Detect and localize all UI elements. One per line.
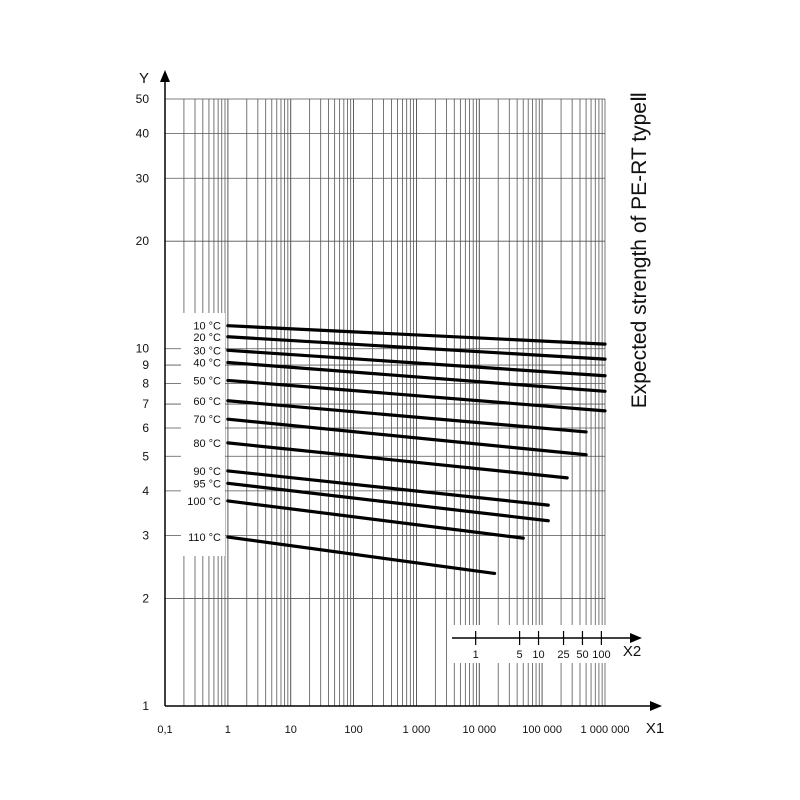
secondary-axis-tick-label: 100 — [592, 649, 610, 661]
series-line — [226, 360, 607, 393]
x-tick-labels: 0,1 1 10 100 1 000 10 000 100 000 1 000 000 — [157, 724, 629, 736]
chart-title: Expected strength of PE-RT typeⅡ — [628, 92, 651, 409]
y-tick-label: 5 — [142, 449, 149, 463]
series-label: 10 °C — [193, 321, 221, 333]
y-tick-label: 3 — [142, 529, 149, 543]
curve-label-box — [181, 313, 225, 556]
y-tick-label: 8 — [142, 376, 149, 390]
secondary-axis-arrow-icon — [630, 633, 642, 643]
y-tick-label: 9 — [142, 358, 149, 372]
x-tick-label: 10 000 — [462, 724, 496, 736]
y-tick-label: 50 — [136, 92, 150, 106]
x-axis-arrow-icon — [650, 701, 662, 711]
series-line — [226, 324, 607, 346]
secondary-axis-tick-label: 10 — [532, 649, 544, 661]
y-tick-label: 40 — [136, 127, 150, 141]
series-line — [226, 378, 607, 413]
curve-labels: 10 °C20 °C30 °C40 °C 50 °C 60 °C 70 °C 80 °C… — [187, 321, 221, 544]
y-axis-arrow-icon — [160, 70, 170, 82]
y-axis-label: Y — [139, 70, 149, 87]
y-tick-label: 20 — [136, 234, 150, 248]
y-tick-label: 10 — [136, 342, 150, 356]
series-label: 20 °C — [193, 332, 221, 344]
y-tick-label: 6 — [142, 421, 149, 435]
y-tick-label: 1 — [142, 699, 149, 713]
series-label: 90 °C — [193, 466, 221, 478]
secondary-axis-tick-label: 5 — [517, 649, 523, 661]
series-line — [226, 469, 550, 507]
secondary-axis-tick-label: 1 — [473, 649, 479, 661]
y-tick-labels: 1 2 3 4 5 6 7 8 9 10 20 30 40 50 — [136, 92, 150, 713]
series-label: 50 °C — [193, 375, 221, 387]
series-label: 30 °C — [193, 345, 221, 357]
y-tick-label: 2 — [142, 591, 149, 605]
series-line — [226, 481, 550, 523]
x-tick-label: 0,1 — [157, 724, 172, 736]
series-label: 80 °C — [193, 438, 221, 450]
series-label: 70 °C — [193, 414, 221, 426]
secondary-axis-tick-label: 25 — [557, 649, 569, 661]
series-label: 40 °C — [193, 358, 221, 370]
series-label: 100 °C — [187, 496, 221, 508]
series-line — [226, 499, 525, 540]
x-tick-label: 1 000 000 — [581, 724, 630, 736]
series-label: 60 °C — [193, 396, 221, 408]
series-line — [226, 348, 607, 378]
secondary-axis-tick-label: 50 — [576, 649, 588, 661]
x-tick-label: 1 — [225, 724, 231, 736]
x-axis-label: X1 — [646, 720, 664, 737]
series-line — [226, 441, 569, 480]
series-line — [226, 335, 607, 361]
x-tick-label: 100 000 — [522, 724, 562, 736]
series-line — [226, 535, 497, 576]
series-label: 110 °C — [188, 532, 221, 544]
secondary-x-axis-label: X2 — [623, 643, 641, 660]
secondary-x-axis: 1 5 10 25 50 100 — [452, 631, 642, 661]
series-label: 95 °C — [193, 478, 221, 490]
series-line — [226, 417, 588, 457]
x-tick-label: 1 000 — [403, 724, 431, 736]
y-tick-label: 7 — [142, 397, 149, 411]
series-line — [226, 399, 588, 434]
x-tick-label: 10 — [285, 724, 297, 736]
y-tick-label: 4 — [142, 484, 149, 498]
series — [226, 324, 607, 576]
y-tick-label: 30 — [136, 171, 150, 185]
x-tick-label: 100 — [344, 724, 362, 736]
secondary-axis-box — [449, 625, 649, 663]
axes — [160, 70, 662, 711]
